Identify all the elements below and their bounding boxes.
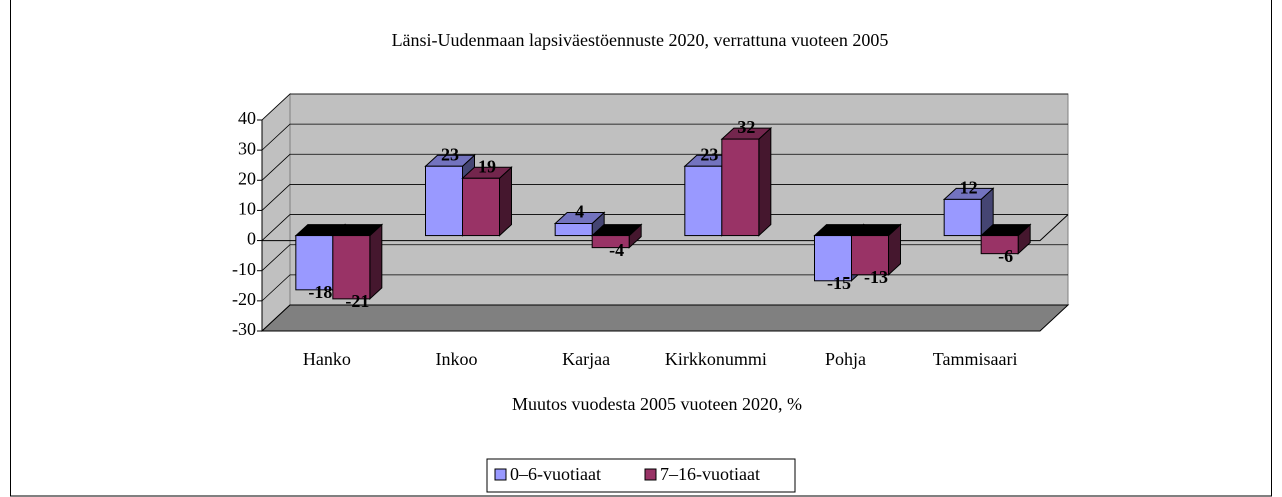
data-label: 23 bbox=[441, 144, 459, 164]
legend-label: 0–6-vuotiaat bbox=[510, 464, 601, 484]
legend-label: 7–16-vuotiaat bbox=[660, 464, 760, 484]
x-axis-title: Muutos vuodesta 2005 vuoteen 2020, % bbox=[512, 394, 802, 414]
data-label: 12 bbox=[960, 178, 978, 198]
grid-line bbox=[261, 244, 1068, 272]
y-tick-label: 40 bbox=[238, 108, 256, 128]
bar-front bbox=[684, 165, 723, 237]
x-tick-label: Kirkkonummi bbox=[665, 349, 767, 369]
grid-line bbox=[261, 214, 1068, 241]
y-tick-label: 10 bbox=[238, 199, 256, 219]
x-tick-label: Pohja bbox=[825, 349, 866, 369]
bar-front bbox=[814, 235, 852, 282]
bar bbox=[720, 126, 773, 237]
data-label: -13 bbox=[864, 267, 888, 287]
bar-side bbox=[758, 126, 772, 237]
grid-line bbox=[261, 304, 1068, 332]
side-wall bbox=[261, 92, 291, 333]
x-tick-label: Karjaa bbox=[562, 349, 610, 369]
data-label: -6 bbox=[998, 246, 1013, 266]
bar-front bbox=[462, 177, 500, 237]
y-tick-label: 20 bbox=[238, 168, 256, 188]
bar-front bbox=[721, 138, 760, 237]
legend-swatch bbox=[494, 468, 507, 481]
bar-front bbox=[851, 235, 889, 276]
legend-swatch bbox=[644, 468, 657, 481]
floor bbox=[260, 304, 1070, 332]
zero-axis bbox=[262, 214, 1069, 242]
bar bbox=[942, 187, 995, 237]
bar bbox=[461, 166, 513, 237]
grid-line bbox=[261, 123, 1068, 151]
legend-box bbox=[486, 458, 796, 493]
bar-front bbox=[425, 165, 463, 237]
x-tick-label: Tammisaari bbox=[933, 349, 1018, 369]
bar-side bbox=[369, 223, 383, 301]
y-tick-label: 30 bbox=[238, 138, 256, 158]
chart-title: Länsi-Uudenmaan lapsiväestöennuste 2020,… bbox=[392, 30, 889, 50]
x-tick-label: Inkoo bbox=[436, 349, 478, 369]
y-tick-label: -30 bbox=[232, 319, 256, 339]
data-label: 23 bbox=[700, 144, 718, 164]
data-label: -21 bbox=[345, 291, 369, 311]
bar-front bbox=[980, 235, 1019, 255]
bar-front bbox=[332, 235, 371, 300]
bar-front bbox=[943, 198, 982, 237]
bar bbox=[979, 223, 1032, 255]
bar bbox=[850, 223, 902, 276]
data-label: -4 bbox=[609, 240, 624, 260]
x-tick-label: Hanko bbox=[303, 349, 351, 369]
data-label: -18 bbox=[308, 282, 332, 302]
bar-front bbox=[295, 235, 334, 291]
grid-line bbox=[261, 93, 1068, 121]
grid-line bbox=[261, 274, 1068, 302]
y-tick-label: -20 bbox=[232, 289, 256, 309]
y-tick-label: 0 bbox=[247, 229, 256, 249]
bar bbox=[553, 211, 606, 237]
data-label: 19 bbox=[478, 156, 496, 176]
bar-side bbox=[499, 166, 512, 237]
y-tick-label: -10 bbox=[232, 259, 256, 279]
bar-front bbox=[554, 223, 593, 237]
grid-line bbox=[261, 153, 1068, 181]
bar bbox=[331, 223, 384, 301]
grid-line bbox=[261, 184, 1068, 211]
data-label: 4 bbox=[575, 202, 584, 222]
data-label: 32 bbox=[737, 117, 755, 137]
data-label: -15 bbox=[827, 273, 851, 293]
bar bbox=[590, 223, 643, 249]
bar-front bbox=[591, 235, 630, 249]
